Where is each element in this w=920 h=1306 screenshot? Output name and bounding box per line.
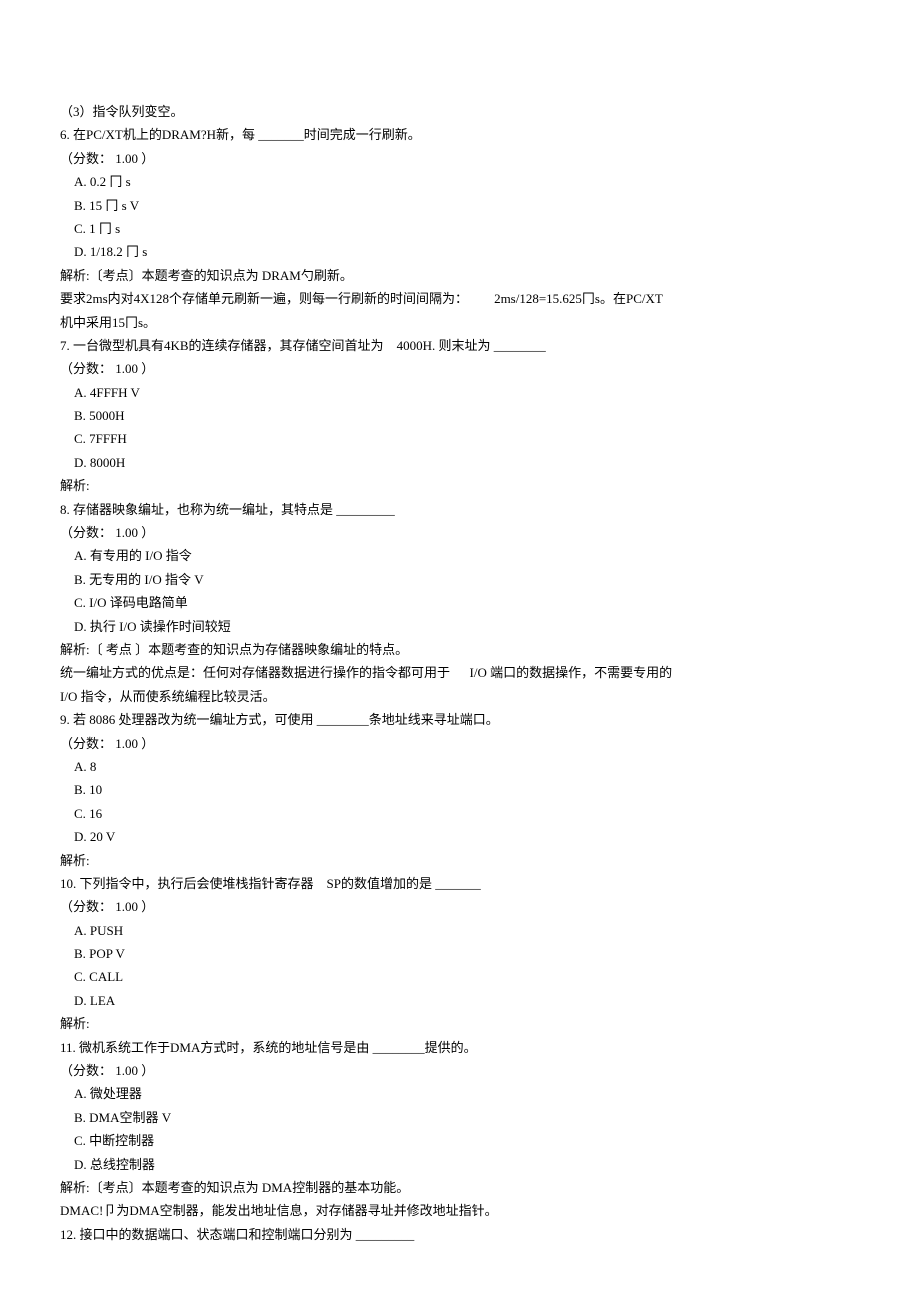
q10-option-d: D. LEA [60,989,860,1012]
q6-stem: 6. 在PC/XT机上的DRAM?H新，每 _______时间完成一行刷新。 [60,123,860,146]
q7-stem-a: 7. 一台微型机具有4KB的连续存储器，其存储空间首址为 [60,338,384,353]
q7-explanation: 解析: [60,474,860,497]
q11-option-a: A. 微处理器 [60,1082,860,1105]
q8-score: （分数： 1.00 ） [60,521,860,544]
q6-option-a: A. 0.2 冂 s [60,170,860,193]
q10-option-a: A. PUSH [60,919,860,942]
q6-score: （分数： 1.00 ） [60,147,860,170]
q6-explanation-2: 要求2ms内对4X128个存储单元刷新一遍，则每一行刷新的时间间隔为： 2ms/… [60,287,860,310]
q6-option-d: D. 1/18.2 冂 s [60,240,860,263]
q10-score: （分数： 1.00 ） [60,895,860,918]
q10-stem: 10. 下列指令中，执行后会使堆栈指针寄存器 SP的数值增加的是 _______ [60,872,860,895]
q8-option-c: C. I/O 译码电路简单 [60,591,860,614]
q7-stem-b: 4000H. 则末址为 ________ [397,338,546,353]
q7-option-a: A. 4FFFH V [60,381,860,404]
q8-explanation-2a: 统一编址方式的优点是：任何对存储器数据进行操作的指令都可用于 [60,665,450,680]
q11-option-d: D. 总线控制器 [60,1153,860,1176]
q11-explanation-1: 解析:〔考点〕本题考查的知识点为 DMA控制器的基本功能。 [60,1176,860,1199]
q6-explanation-2a: 要求2ms内对4X128个存储单元刷新一遍，则每一行刷新的时间间隔为： [60,291,468,306]
q8-option-b: B. 无专用的 I/O 指令 V [60,568,860,591]
q11-explanation-2: DMAC!卩为DMA空制器，能发出地址信息，对存储器寻址并修改地址指针。 [60,1199,860,1222]
q9-option-c: C. 16 [60,802,860,825]
q9-option-a: A. 8 [60,755,860,778]
q9-score: （分数： 1.00 ） [60,732,860,755]
q9-option-b: B. 10 [60,778,860,801]
q10-option-b: B. POP V [60,942,860,965]
q8-stem: 8. 存储器映象编址，也称为统一编址，其特点是 _________ [60,498,860,521]
q12-stem: 12. 接口中的数据端口、状态端口和控制端口分别为 _________ [60,1223,860,1246]
q9-option-d: D. 20 V [60,825,860,848]
q7-option-c: C. 7FFFH [60,427,860,450]
q6-option-b: B. 15 冂 s V [60,194,860,217]
q10-explanation: 解析: [60,1012,860,1035]
q6-explanation-3: 机中采用15冂s。 [60,311,860,334]
q11-option-c: C. 中断控制器 [60,1129,860,1152]
q6-explanation-1: 解析:〔考点〕本题考查的知识点为 DRAM勺刷新。 [60,264,860,287]
q7-stem: 7. 一台微型机具有4KB的连续存储器，其存储空间首址为 4000H. 则末址为… [60,334,860,357]
q11-option-b: B. DMA空制器 V [60,1106,860,1129]
q6-explanation-2b: 2ms/128=15.625冂s。在PC/XT [494,291,663,306]
q10-option-c: C. CALL [60,965,860,988]
q7-score: （分数： 1.00 ） [60,357,860,380]
q8-explanation-3: I/O 指令，从而使系统编程比较灵活。 [60,685,860,708]
q10-stem-b: SP的数值增加的是 _______ [327,876,481,891]
q8-explanation-2: 统一编址方式的优点是：任何对存储器数据进行操作的指令都可用于 I/O 端口的数据… [60,661,860,684]
q8-explanation-1: 解析:〔 考点 〕本题考查的知识点为存储器映象编址的特点。 [60,638,860,661]
q11-score: （分数： 1.00 ） [60,1059,860,1082]
q10-stem-a: 10. 下列指令中，执行后会使堆栈指针寄存器 [60,876,314,891]
q7-option-d: D. 8000H [60,451,860,474]
q9-stem: 9. 若 8086 处理器改为统一编址方式，可使用 ________条地址线来寻… [60,708,860,731]
q8-option-a: A. 有专用的 I/O 指令 [60,544,860,567]
q8-option-d: D. 执行 I/O 读操作时间较短 [60,615,860,638]
q11-stem: 11. 微机系统工作于DMA方式时，系统的地址信号是由 ________提供的。 [60,1036,860,1059]
q9-explanation: 解析: [60,849,860,872]
q8-explanation-2b: I/O 端口的数据操作，不需要专用的 [470,665,673,680]
q6-option-c: C. 1 冂 s [60,217,860,240]
q7-option-b: B. 5000H [60,404,860,427]
q5-sub3: （3）指令队列变空。 [60,100,860,123]
